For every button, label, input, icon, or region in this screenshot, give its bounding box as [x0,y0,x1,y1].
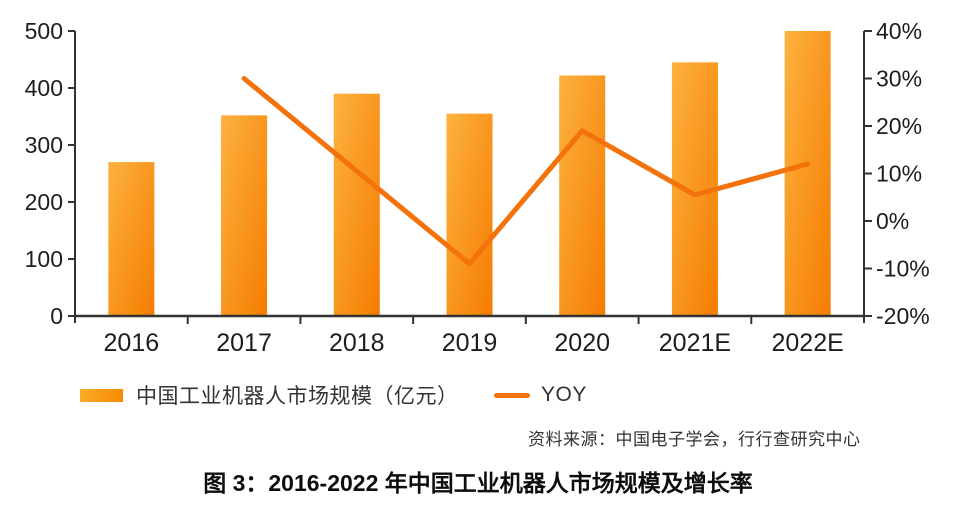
left-axis-tick-label: 0 [50,303,63,329]
legend-item-market-size: 中国工业机器人市场规模（亿元） [80,381,459,409]
x-tick-label-2017: 2017 [216,329,272,357]
x-tick-label-2020: 2020 [554,329,610,357]
x-tick-label-2016: 2016 [104,329,160,357]
right-axis-tick-label: 20% [876,113,922,139]
left-axis-tick-label: 300 [25,132,63,158]
bar-2018 [333,93,380,316]
legend-item-yoy: YOY [494,381,587,409]
x-tick-label-2019: 2019 [442,329,498,357]
bar-2016 [108,162,155,316]
yoy-line [241,76,811,267]
left-axis-tick-label: 100 [25,246,63,272]
right-axis-tick-label: 30% [876,66,922,92]
right-axis-tick-label: -20% [876,303,930,329]
right-axis-tick-label: -10% [876,256,930,282]
x-tick-label-2022E: 2022E [771,329,843,357]
bar-series-swatch [80,388,123,402]
right-axis-tick-label: 40% [876,18,922,44]
market-chart: 0 100 200 300 400 500 -20% -10% 0% 10% 20% 30% 40% 20… [25,18,930,357]
x-tick-label-2021E: 2021E [659,329,731,357]
left-axis-tick-label: 500 [25,18,63,44]
right-axis-tick-label: 0% [876,208,909,234]
x-tick-label-2018: 2018 [329,329,385,357]
bar-2017 [221,115,268,316]
chart-title: 图 3：2016-2022 年中国工业机器人市场规模及增长率 [203,470,753,496]
yoy-line-swatch [494,392,530,398]
legend: 中国工业机器人市场规模（亿元） YOY [0,381,956,409]
source-note: 资料来源：中国电子学会，行行查研究中心 [528,430,861,449]
right-axis-tick-label: 10% [876,161,922,187]
bar-2020 [559,75,606,317]
left-axis-tick-label: 200 [25,189,63,215]
bar-series-label: 中国工业机器人市场规模（亿元） [136,385,459,408]
left-axis-tick-label: 400 [25,75,63,101]
bar-2022E [784,31,831,316]
bar-2019 [446,113,493,317]
yoy-series-label: YOY [541,383,587,406]
